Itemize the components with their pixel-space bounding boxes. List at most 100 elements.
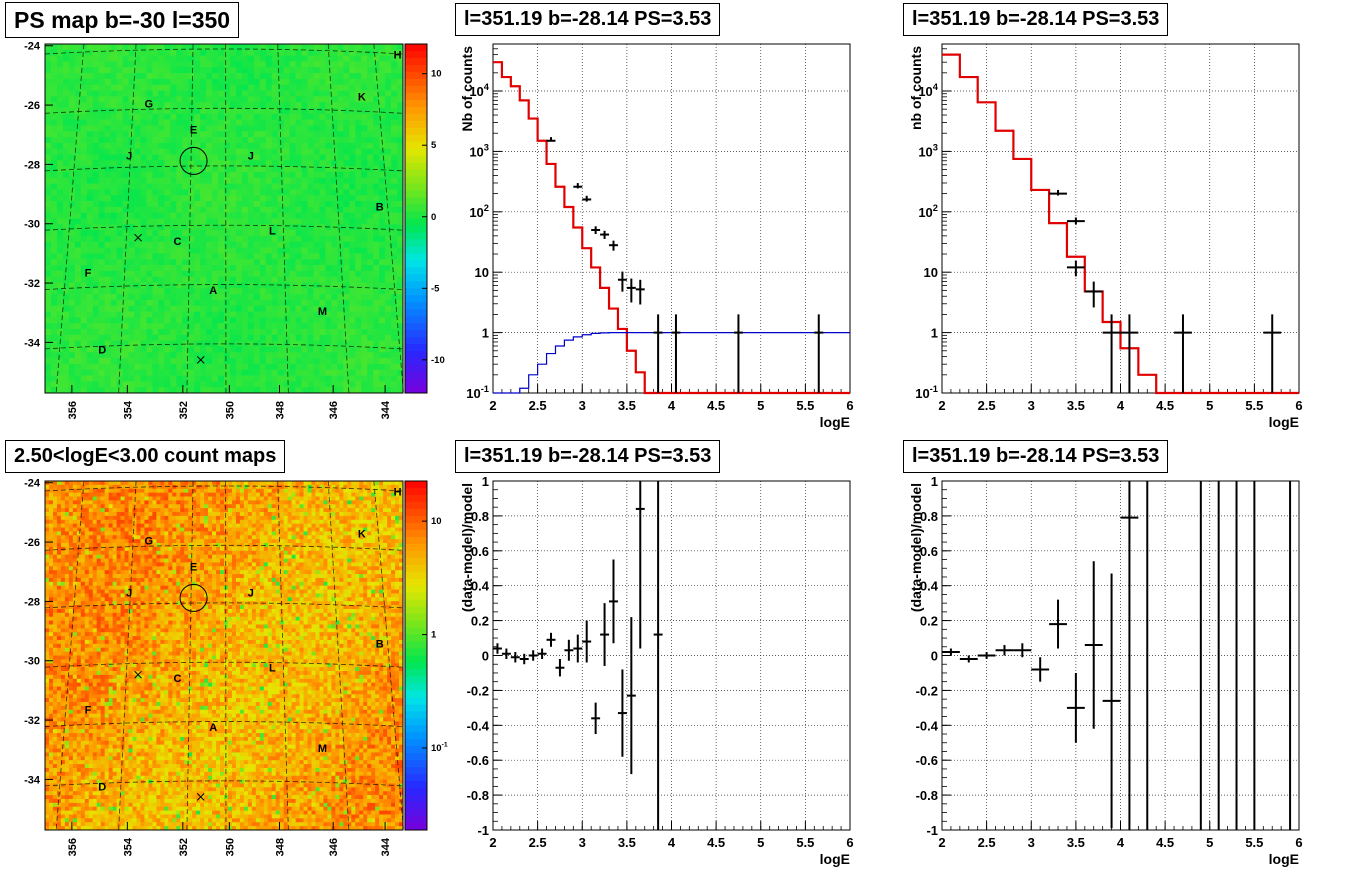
heatmap-cell [176, 253, 183, 260]
heatmap-cell [224, 154, 231, 161]
heatmap-cell [283, 334, 290, 341]
heatmap-cell [104, 317, 111, 324]
heatmap-cell [80, 512, 86, 517]
x-marker [134, 233, 142, 242]
heatmap-cell [255, 488, 261, 493]
heatmap-cell [241, 253, 249, 260]
heatmap-cell [62, 206, 70, 214]
heatmap-cell [200, 131, 207, 138]
heatmap-cell [361, 160, 368, 167]
heatmap-cell [98, 212, 106, 219]
x-tick-label: 354 [122, 400, 134, 419]
heatmap-cell [325, 235, 332, 243]
heatmap-cell [271, 218, 279, 225]
heatmap-cell [391, 484, 396, 490]
heatmap-cell [295, 78, 302, 86]
heatmap-cell [361, 299, 368, 307]
heatmap-cell [128, 504, 133, 509]
heatmap-cell [62, 241, 70, 248]
heatmap-cell [331, 488, 336, 493]
heatmap-cell [216, 496, 221, 501]
heatmap-cell [206, 84, 213, 91]
heatmap-cell [140, 125, 147, 132]
heatmap-cell [122, 230, 129, 237]
heatmap-cell [289, 177, 296, 184]
heatmap-cell [379, 78, 386, 86]
heatmap-cell [218, 305, 225, 312]
heatmap-cell [325, 334, 332, 341]
colorbar-segment [405, 330, 427, 338]
heatmap-cell [385, 166, 392, 173]
heatmap-cell [182, 67, 189, 74]
heatmap-cell [303, 488, 308, 493]
heatmap-cell [307, 148, 314, 155]
heatmap-cell [50, 253, 58, 260]
heatmap-cell [136, 488, 141, 493]
heatmap-cell [74, 55, 82, 62]
heatmap-cell [343, 230, 350, 237]
heatmap-cell [134, 49, 141, 56]
heatmap-cell [253, 294, 261, 301]
heatmap-cell [136, 496, 141, 501]
heatmap-cell [259, 317, 267, 324]
heatmap-cell [152, 496, 157, 501]
heatmap-cell [379, 500, 384, 505]
heatmap-cell [307, 177, 314, 184]
heatmap-cell [182, 305, 189, 312]
heatmap-cell [164, 78, 171, 86]
heatmap-cell [144, 504, 149, 509]
heatmap-cell [373, 352, 380, 359]
heatmap-cell [98, 259, 106, 266]
heatmap-cell [45, 218, 52, 225]
heatmap-cell [247, 329, 255, 336]
heatmap-cell [182, 78, 189, 86]
heatmap-cell [194, 125, 201, 132]
heatmap-cell [176, 317, 183, 324]
heatmap-cell [80, 317, 88, 324]
heatmap-cell [331, 288, 338, 295]
heatmap-cell [361, 259, 368, 266]
heatmap-cell [265, 154, 273, 161]
heatmap-cell [200, 96, 207, 103]
heatmap-cell [277, 113, 285, 120]
heatmap-cell [301, 137, 308, 144]
heatmap-cell [74, 125, 82, 132]
heatmap-cell [391, 496, 396, 501]
heatmap-cell [247, 305, 255, 312]
heatmap-cell [160, 492, 165, 497]
heatmap-cell [80, 235, 88, 243]
heatmap-cell [229, 363, 237, 371]
heatmap-cell [134, 363, 141, 371]
heatmap-cell [158, 241, 165, 248]
heatmap-cell [104, 96, 111, 103]
heatmap-cell [134, 294, 141, 301]
heatmap-cell [116, 102, 123, 109]
heatmap-cell [170, 259, 177, 266]
heatmap-cell [343, 96, 350, 103]
heatmap-cell [373, 230, 380, 237]
heatmap-cell [56, 346, 64, 353]
heatmap-cell [56, 131, 64, 138]
heatmap-cell [315, 492, 320, 497]
heatmap-cell [56, 515, 62, 521]
heatmap-cell [289, 125, 296, 132]
heatmap-cell [367, 189, 374, 196]
heatmap-cell [224, 230, 231, 237]
heatmap-cell [259, 481, 265, 486]
heatmap-cell [349, 49, 356, 56]
heatmap-cell [283, 235, 290, 243]
heatmap-cell [301, 363, 308, 371]
heatmap-cell [347, 484, 352, 490]
heatmap-cell [50, 160, 58, 167]
heatmap-cell [313, 166, 320, 173]
heatmap-cell [359, 492, 364, 497]
heatmap-cell [218, 323, 225, 330]
heatmap-cell [391, 369, 398, 376]
heatmap-cell [319, 329, 326, 336]
heatmap-cell [361, 195, 368, 202]
heatmap-cell [343, 282, 350, 289]
heatmap-cell [373, 107, 380, 115]
heatmap-cell [355, 235, 362, 243]
heatmap-cell [224, 294, 231, 301]
heatmap-cell [98, 282, 106, 289]
